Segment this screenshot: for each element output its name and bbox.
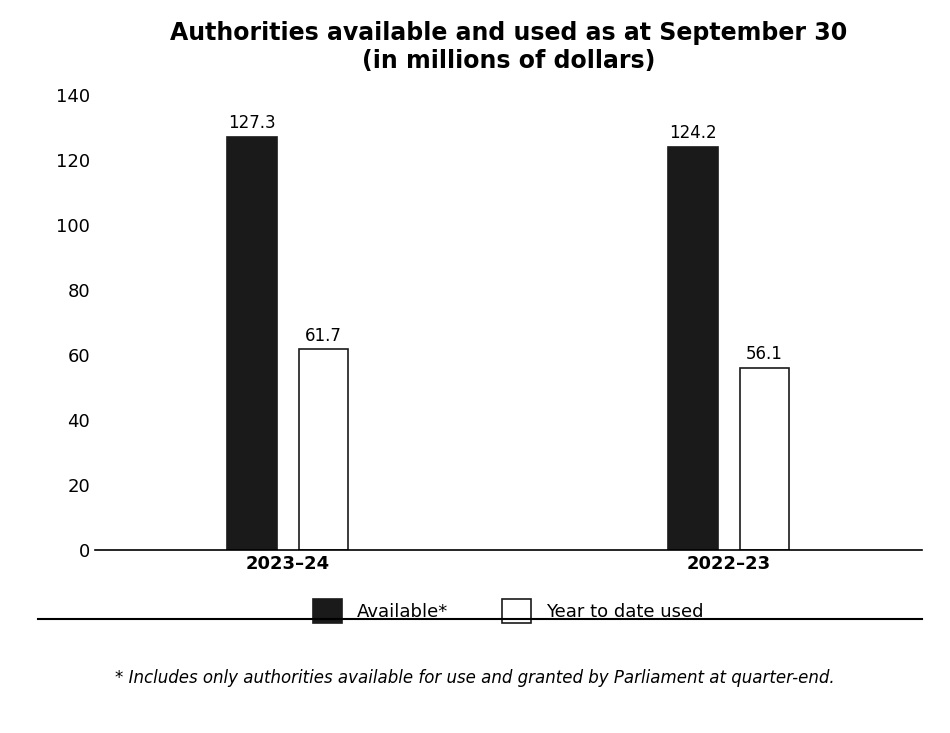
Bar: [227, 136, 276, 550]
Text: 127.3: 127.3: [228, 114, 276, 132]
Text: 61.7: 61.7: [305, 327, 342, 345]
Text: * Includes only authorities available for use and granted by Parliament at quart: * Includes only authorities available fo…: [115, 669, 835, 687]
Title: Authorities available and used as at September 30
(in millions of dollars): Authorities available and used as at Sep…: [170, 21, 846, 73]
Legend: Available*, Year to date used: Available*, Year to date used: [304, 590, 712, 632]
Text: 56.1: 56.1: [746, 345, 783, 363]
Text: 124.2: 124.2: [669, 124, 716, 141]
Bar: [668, 147, 717, 550]
Bar: [740, 368, 789, 550]
Bar: [299, 350, 349, 550]
